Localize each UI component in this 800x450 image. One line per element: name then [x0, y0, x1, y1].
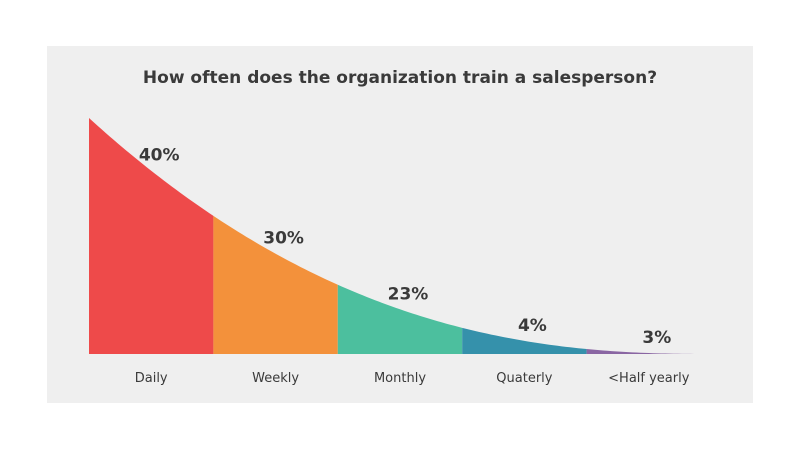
chart-card: How often does the organization train a … [47, 46, 753, 403]
value-label-4: 4% [518, 316, 547, 336]
value-label-3: 23% [388, 284, 429, 304]
value-label-1: 40% [139, 146, 180, 166]
category-label-5: <Half yearly [608, 371, 690, 386]
category-labels: Daily Weekly Monthly Quaterly <Half yearly [135, 371, 690, 386]
category-label-2: Weekly [252, 371, 299, 386]
category-label-3: Monthly [374, 371, 426, 386]
category-label-4: Quaterly [496, 371, 552, 386]
area-segment-1 [89, 118, 214, 354]
value-label-5: 3% [642, 328, 671, 348]
chart-title: How often does the organization train a … [142, 68, 658, 88]
value-labels: 40% 30% 23% 4% 3% [139, 146, 671, 348]
area-segment-3 [337, 284, 463, 354]
category-label-1: Daily [135, 371, 168, 386]
area-chart: 40% 30% 23% 4% 3% Daily Weekly Monthly Quaterly… [89, 118, 711, 386]
area-segments [89, 118, 711, 354]
area-segment-4 [462, 327, 587, 354]
area-segment-2 [213, 215, 338, 354]
area-segment-5 [586, 349, 711, 354]
value-label-2: 30% [263, 229, 304, 249]
